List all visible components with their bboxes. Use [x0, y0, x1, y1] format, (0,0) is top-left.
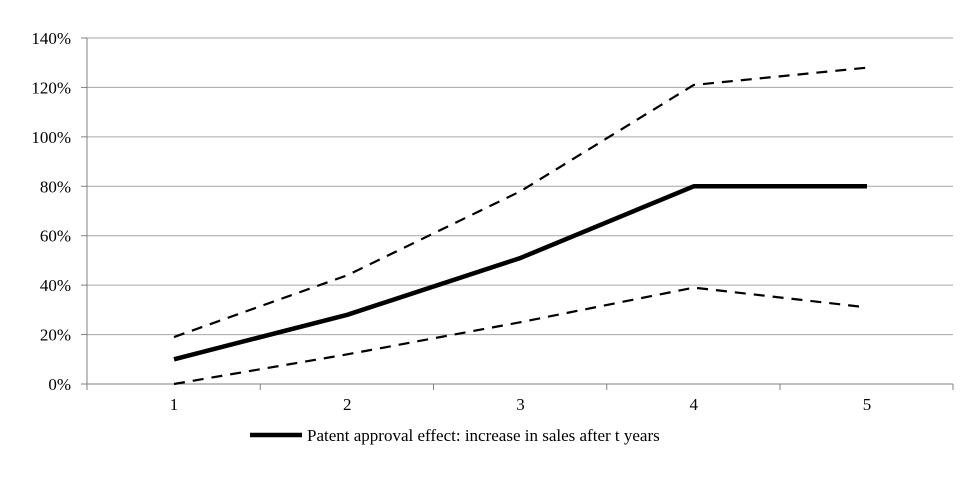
x-tick-label: 2	[343, 395, 352, 414]
series-line-patent-approval-effect	[173, 184, 867, 362]
series	[173, 66, 868, 386]
y-tick-label: 40%	[40, 276, 71, 295]
grid	[87, 37, 953, 336]
legend-label-patent-approval-effect: Patent approval effect: increase in sale…	[307, 426, 660, 445]
y-tick-label: 60%	[40, 227, 71, 246]
x-tick-label: 3	[516, 395, 525, 414]
axes: 0% 20% 40% 60% 80% 100% 120% 140% 1 2 3 4 5	[31, 29, 954, 414]
y-tick-label: 100%	[31, 128, 71, 147]
y-tick-label: 0%	[48, 375, 71, 394]
y-tick-label: 80%	[40, 177, 71, 196]
y-tick-label: 20%	[40, 326, 71, 345]
x-tick-label: 4	[690, 395, 699, 414]
x-tick-label: 1	[170, 395, 179, 414]
y-tick-label: 120%	[31, 78, 71, 97]
y-tick-label: 140%	[31, 29, 71, 48]
lower-bound-dashed-line	[173, 286, 868, 386]
x-tick-label: 5	[863, 395, 872, 414]
legend: Patent approval effect: increase in sale…	[250, 426, 660, 445]
upper-bound-dashed-line	[173, 66, 868, 339]
